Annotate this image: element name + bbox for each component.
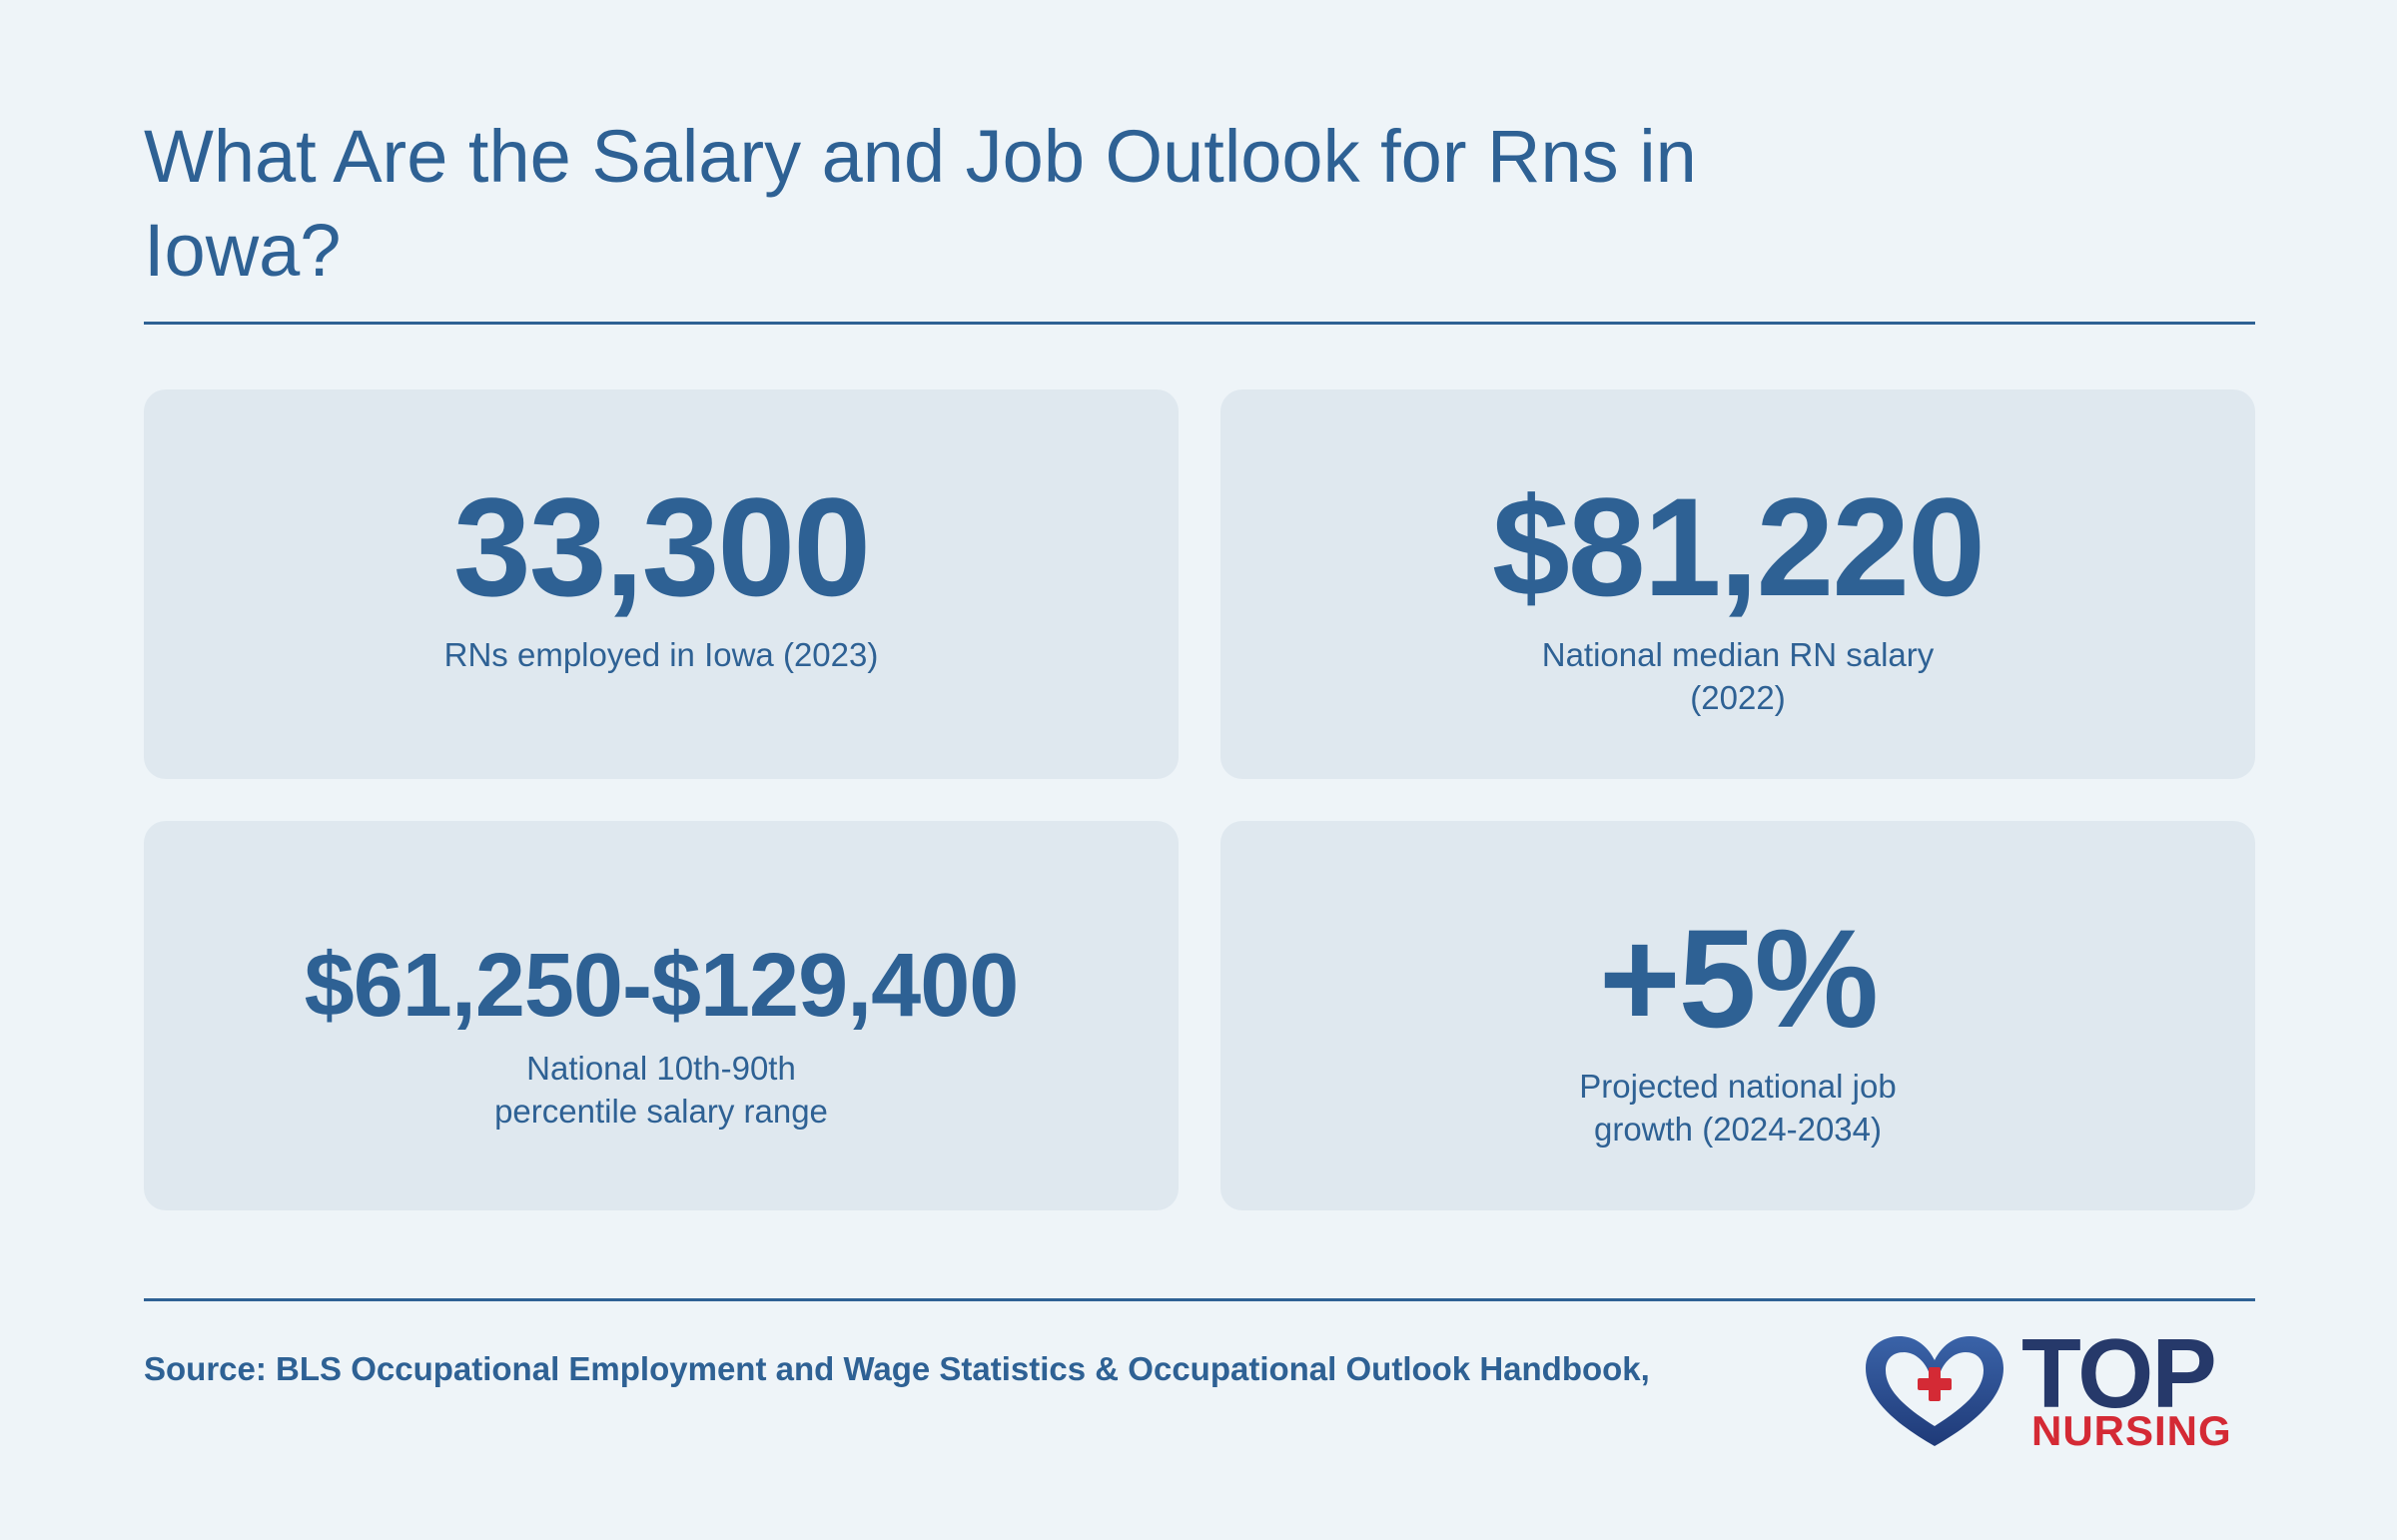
stat-card-rns-employed: 33,300 RNs employed in Iowa (2023) — [144, 389, 1179, 779]
page-title: What Are the Salary and Job Outlook for … — [144, 115, 1697, 292]
stat-value: $81,220 — [1491, 468, 1986, 625]
top-divider — [144, 322, 2255, 325]
stat-card-job-growth: +5% Projected national job growth (2024-… — [1220, 821, 2255, 1210]
stat-card-salary-range: $61,250-$129,400 National 10th-90th perc… — [144, 821, 1179, 1210]
heart-cross-icon — [1866, 1336, 2003, 1446]
stat-label: National 10th-90th percentile salary ran… — [494, 1050, 828, 1130]
stat-label: RNs employed in Iowa (2023) — [443, 636, 879, 673]
stat-value: +5% — [1598, 900, 1879, 1057]
stat-label: Projected national job growth (2024-2034… — [1579, 1068, 1897, 1148]
stat-value: 33,300 — [452, 468, 871, 625]
logo-word-bottom: NURSING — [2031, 1407, 2232, 1454]
bottom-divider — [144, 1298, 2255, 1301]
stat-value: $61,250-$129,400 — [304, 936, 1020, 1036]
stat-card-median-salary: $81,220 National median RN salary (2022) — [1220, 389, 2255, 779]
stats-grid: 33,300 RNs employed in Iowa (2023) $81,2… — [144, 389, 2255, 1210]
logo-word-top: TOP — [2021, 1318, 2217, 1428]
stat-label: National median RN salary (2022) — [1541, 636, 1935, 716]
top-nursing-logo: TOP NURSING — [1860, 1324, 2259, 1454]
source-citation: Source: BLS Occupational Employment and … — [144, 1350, 1650, 1387]
